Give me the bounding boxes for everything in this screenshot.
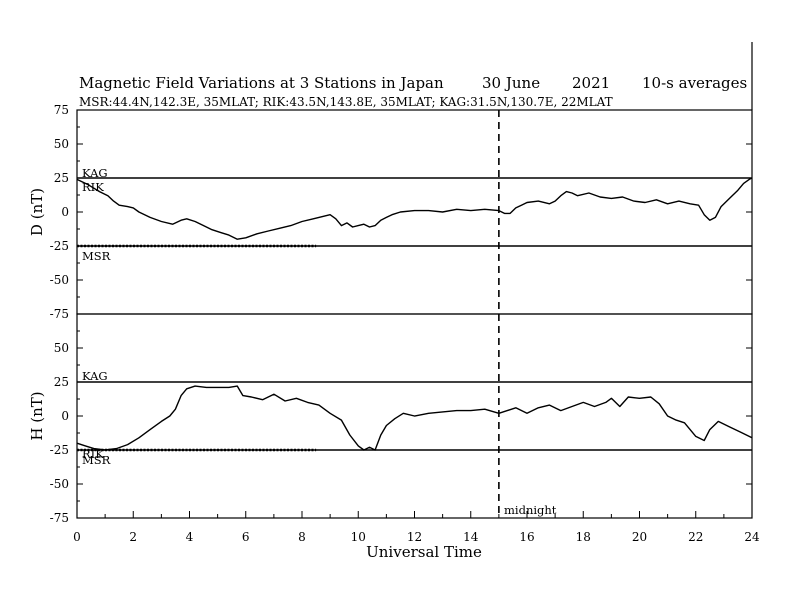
chart-year: 2021 [572, 74, 610, 92]
x-tick-label: 18 [576, 530, 591, 544]
h-ytick-label: -75 [50, 511, 69, 525]
chart-title: Magnetic Field Variations at 3 Stations … [79, 74, 444, 92]
d-ytick-label: 0 [61, 205, 69, 219]
h-ytick-label: 50 [54, 341, 69, 355]
d-ytick-label: 50 [54, 137, 69, 151]
x-tick-label: 10 [351, 530, 366, 544]
x-tick-label: 22 [688, 530, 703, 544]
h-ytick-label: 25 [54, 375, 69, 389]
h-label-kag: KAG [82, 369, 108, 383]
h-label-rik: RIK [82, 447, 104, 461]
h-ytick-label: -50 [50, 477, 69, 491]
d-label-kag: KAG [82, 166, 108, 180]
stations-info: MSR:44.4N,142.3E, 35MLAT; RIK:43.5N,143.… [79, 95, 613, 109]
x-tick-label: 20 [632, 530, 647, 544]
x-tick-label: 6 [242, 530, 250, 544]
d-ytick-label: -50 [50, 273, 69, 287]
h-y-ticks: 50 25 0 -25 -50 -75 [50, 313, 752, 525]
d-panel: 75 50 25 0 -25 -50 -75 D (nT) KAG RIK MSR [28, 103, 753, 321]
d-ytick-label: -25 [50, 239, 69, 253]
h-panel: 50 25 0 -25 -50 -75 H (nT) KAG RIK MSR [28, 313, 753, 525]
d-series [76, 177, 753, 248]
x-tick-label: 2 [129, 530, 137, 544]
x-tick-label: 24 [744, 530, 760, 544]
x-tick-label: 16 [519, 530, 534, 544]
x-tick-label: 12 [407, 530, 422, 544]
h-series-rik [76, 385, 753, 451]
d-label-msr: MSR [82, 249, 111, 263]
h-series [76, 385, 753, 452]
d-label-rik: RIK [82, 180, 104, 194]
x-tick-label: 0 [73, 530, 81, 544]
d-axis-label: D (nT) [28, 188, 46, 236]
chart-date: 30 June [482, 74, 540, 92]
d-ytick-label: 25 [54, 171, 69, 185]
x-tick-label: 4 [186, 530, 194, 544]
h-ytick-label: 0 [61, 409, 69, 423]
h-label-msr: MSR [82, 453, 111, 467]
d-ytick-label: 75 [54, 103, 69, 117]
x-tick-label: 8 [298, 530, 306, 544]
x-axis: 0 2 4 6 8 10 12 14 16 18 20 22 24 [73, 511, 760, 544]
h-ytick-label: -25 [50, 443, 69, 457]
chart-averaging: 10-s averages [642, 74, 747, 92]
midnight-label: midnight [504, 503, 557, 517]
d-ytick-label: -75 [50, 307, 69, 321]
x-tick-label: 14 [463, 530, 479, 544]
d-series-rik [76, 177, 753, 240]
d-baselines [77, 177, 752, 247]
h-axis-label: H (nT) [28, 391, 46, 440]
x-axis-label: Universal Time [366, 543, 482, 561]
d-panel-frame [76, 109, 753, 315]
